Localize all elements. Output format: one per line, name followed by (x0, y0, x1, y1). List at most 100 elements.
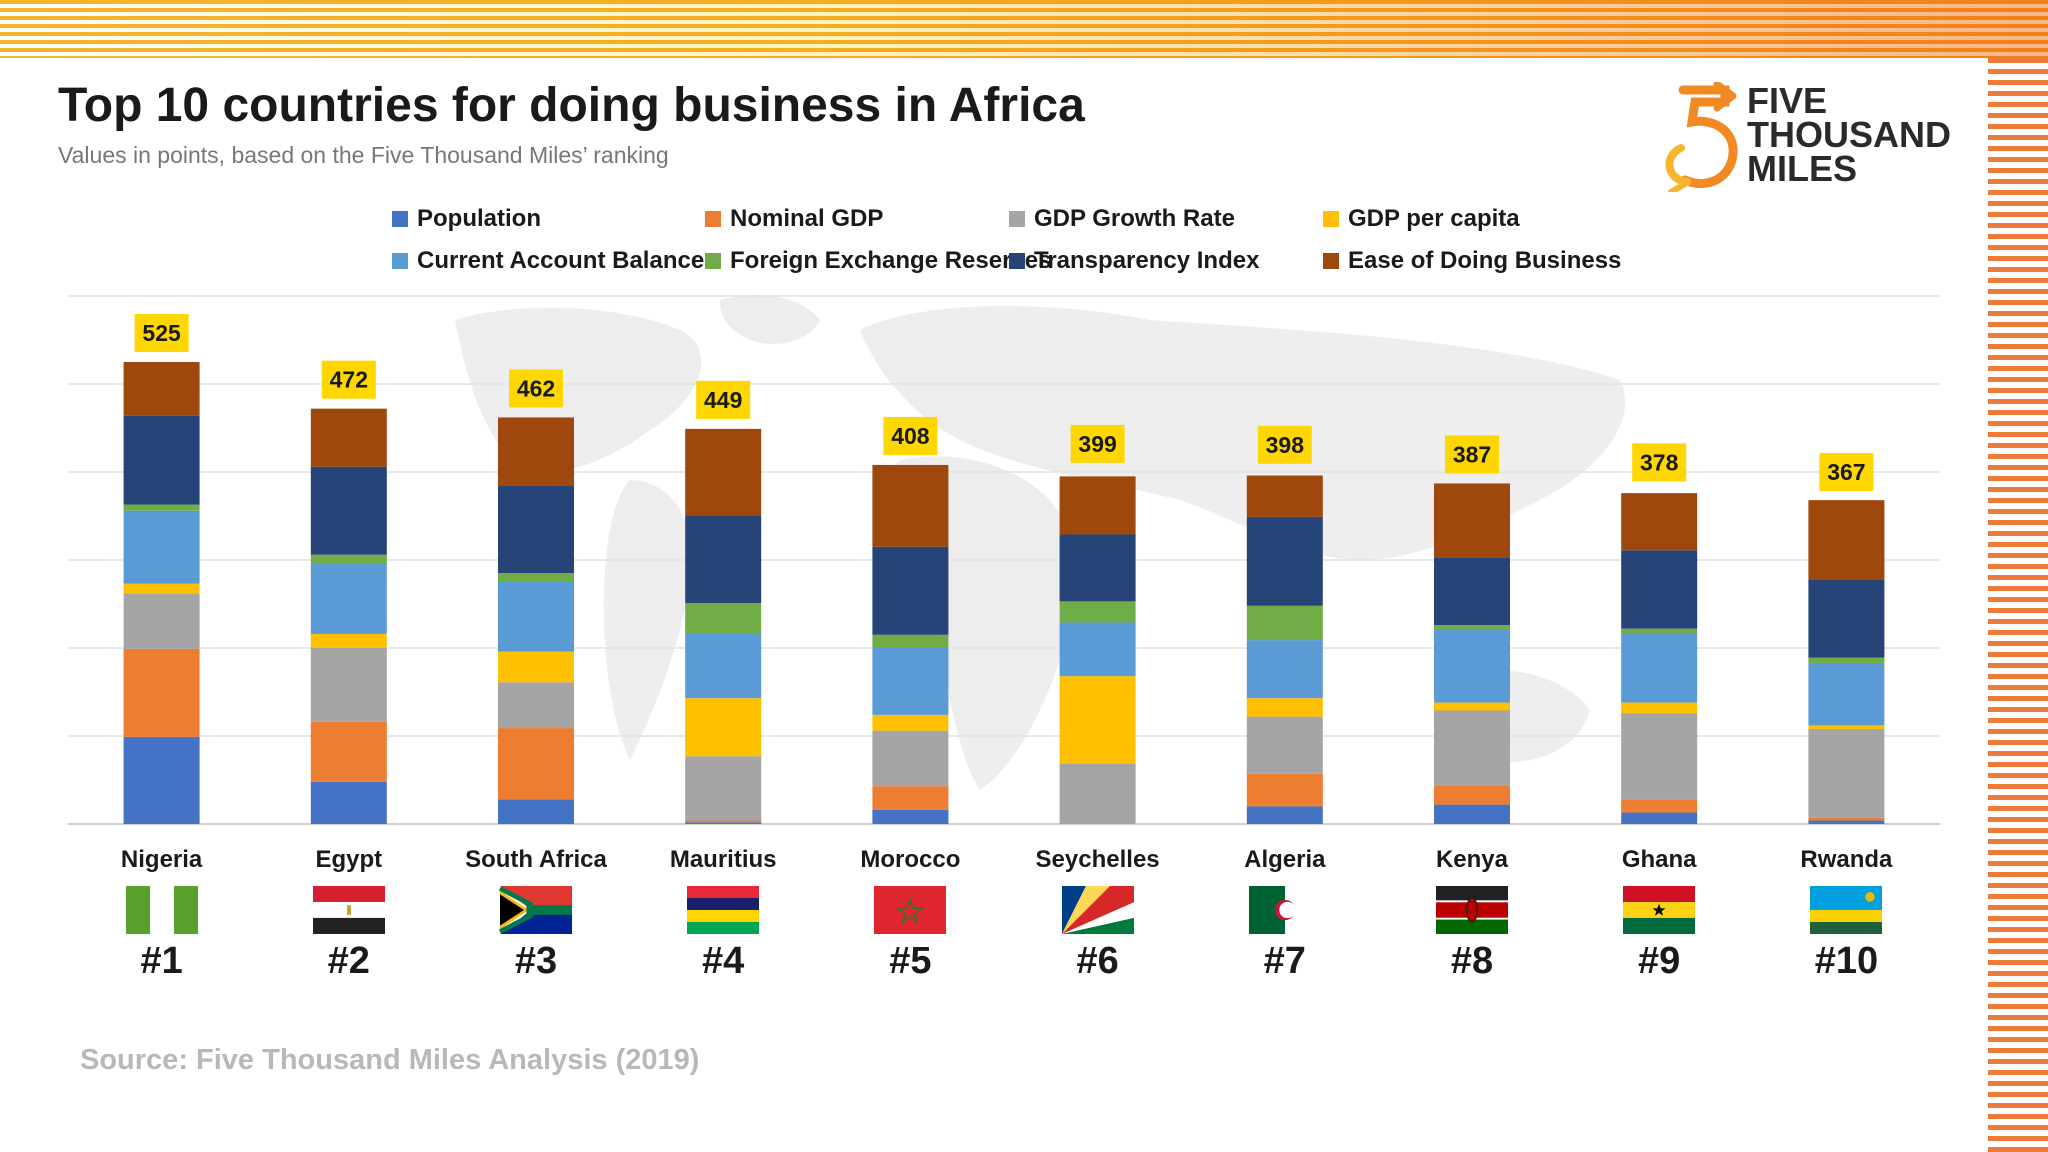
bar-segment (1059, 676, 1136, 764)
bar-segment (872, 786, 949, 810)
bar-segment (1434, 483, 1510, 558)
legend-label: GDP Growth Rate (1034, 205, 1235, 232)
total-label-background (134, 314, 189, 352)
bar-segment (310, 781, 387, 824)
bar-segment (498, 582, 574, 652)
bar-segment (685, 820, 762, 823)
seychelles-flag-icon (1061, 886, 1134, 934)
bar-segment (872, 714, 949, 731)
bar-segment (685, 756, 762, 821)
logo-wordmark: FIVE THOUSAND MILES (1747, 83, 1951, 189)
total-label: 378 (1632, 443, 1687, 482)
bar-segment (498, 485, 574, 574)
legend-item: Current Account Balance (392, 247, 704, 275)
bar-segment (498, 651, 574, 683)
rank-label: #8 (1450, 940, 1494, 982)
legend-swatch (392, 211, 408, 227)
morocco-flag-icon (874, 886, 947, 934)
total-label: 408 (883, 416, 938, 455)
nigeria-flag-icon (125, 886, 198, 934)
bar-segment (685, 698, 762, 757)
bar-segment (1059, 534, 1136, 602)
bar-segment (1059, 763, 1136, 824)
total-value: 399 (1078, 431, 1116, 457)
bar-segment (498, 682, 574, 729)
total-value: 462 (517, 375, 555, 401)
total-label-background (696, 380, 751, 419)
bar-segment (1434, 557, 1510, 626)
rank-label: #4 (702, 940, 745, 982)
bar-segment (123, 736, 200, 824)
bar-segment (310, 466, 387, 555)
bar-segment (1808, 820, 1885, 824)
mauritius-flag-icon (687, 886, 760, 934)
bar-segment (1246, 605, 1323, 641)
right-stripe-decoration (1988, 58, 2048, 1152)
bar-segment (498, 417, 574, 486)
chart-total-labels: 525 472 462 449 408 399 398 387 378 367 (134, 314, 1874, 492)
bar-segment (685, 633, 762, 699)
bar-segment (310, 563, 387, 634)
total-label: 449 (696, 380, 751, 419)
total-value: 472 (330, 367, 368, 393)
bar-segment (685, 515, 762, 604)
bar-segment (1434, 785, 1510, 805)
chart-subtitle: Values in points, based on the Five Thou… (58, 142, 669, 168)
total-label: 525 (134, 314, 189, 352)
bar-segment (1246, 516, 1323, 606)
rank-label: #6 (1076, 940, 1119, 982)
bar-segment (310, 554, 387, 564)
total-value: 378 (1640, 449, 1679, 475)
legend-swatch (1009, 211, 1025, 227)
total-value: 367 (1827, 459, 1865, 485)
legend-item: Nominal GDP (705, 205, 883, 233)
total-label: 398 (1257, 425, 1312, 464)
bar-segment (123, 593, 200, 649)
bar-segment (685, 822, 762, 824)
bar-segment (123, 648, 200, 737)
bar-segment (1808, 817, 1885, 821)
bar-segment (310, 648, 387, 722)
rank-label: #5 (889, 940, 932, 982)
total-value: 449 (704, 387, 742, 413)
total-value: 408 (891, 423, 930, 449)
legend-label: Transparency Index (1034, 247, 1260, 274)
bar-segment (1621, 493, 1698, 551)
bar-segment (872, 546, 949, 635)
bar-segment (1808, 662, 1885, 726)
bar-segment (872, 809, 949, 824)
total-label-background (1070, 424, 1125, 463)
bar-segment (1434, 629, 1510, 703)
legend-label: Nominal GDP (730, 205, 884, 232)
total-label: 472 (321, 360, 376, 399)
total-label-background (321, 360, 376, 399)
legend-item: Foreign Exchange Reserves (705, 247, 1051, 275)
bar-segment (872, 730, 949, 787)
logo-line-3: MILES (1747, 148, 1858, 189)
country-name: Egypt (315, 846, 383, 873)
legend-swatch (1323, 211, 1339, 227)
bar-segment (1246, 716, 1323, 774)
total-value: 387 (1453, 441, 1491, 467)
rank-label: #7 (1263, 940, 1306, 982)
country-name: South Africa (465, 846, 607, 873)
rank-label: #3 (514, 940, 558, 982)
bar-segment (498, 728, 574, 800)
bar-segment (872, 648, 949, 715)
bar-segment (1808, 725, 1885, 729)
country-name: Rwanda (1800, 846, 1893, 873)
bar-segment (1808, 500, 1885, 580)
legend-swatch (1009, 253, 1025, 269)
bar-segment (1621, 713, 1698, 800)
chart-bars (123, 362, 1885, 824)
total-label: 462 (509, 369, 563, 408)
total-label-background (1819, 453, 1874, 492)
logo-five-arrows-icon (1665, 80, 1738, 195)
bar-segment (1246, 640, 1323, 699)
algeria-flag-icon (1248, 886, 1321, 934)
total-label: 367 (1819, 453, 1874, 492)
bar-segment (1434, 702, 1510, 711)
total-label: 399 (1070, 424, 1125, 463)
legend-swatch (705, 211, 721, 227)
bar-segment (1059, 601, 1136, 623)
